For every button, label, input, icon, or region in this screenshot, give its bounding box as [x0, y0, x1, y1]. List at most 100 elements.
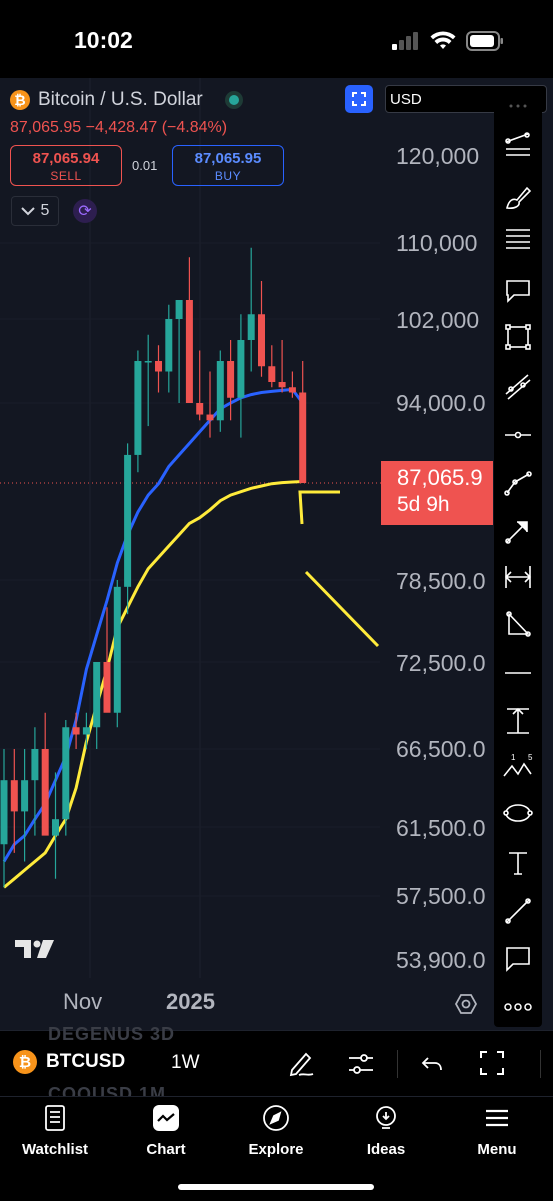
buy-button[interactable]: 87,065.95 BUY [172, 145, 284, 186]
tool-callout[interactable] [494, 271, 542, 311]
candle-body [247, 314, 255, 340]
tool-horizontal-line[interactable] [494, 653, 542, 693]
candle-body [155, 361, 162, 372]
explore-icon [263, 1105, 289, 1131]
chart-area[interactable] [0, 78, 553, 1030]
indicators-sliders-icon[interactable] [346, 1050, 376, 1078]
quote-line: 87,065.95 −4,428.47 (−4.84%) [10, 119, 227, 137]
tab-label: Menu [477, 1141, 517, 1158]
tool-ellipse[interactable] [494, 793, 542, 833]
horizontal-line-icon [505, 431, 531, 439]
candle-body [144, 361, 152, 363]
buy-label: BUY [214, 169, 242, 183]
tab-watchlist[interactable]: Watchlist [5, 1104, 105, 1158]
candle-body [227, 361, 235, 398]
triangle-icon [506, 611, 531, 637]
tradingview-logo [15, 940, 54, 958]
tool-text[interactable] [494, 843, 542, 883]
trend-line-icon [505, 132, 530, 156]
candle-body [41, 749, 49, 836]
tab-menu[interactable]: Menu [447, 1104, 547, 1158]
indicator-count: 5 [40, 202, 50, 219]
candle-body [206, 414, 214, 421]
tool-line[interactable] [494, 891, 542, 931]
spread-value: 0.01 [132, 158, 158, 173]
drag-handle-icon [509, 104, 527, 108]
chart-settings-icon[interactable] [454, 992, 478, 1016]
candle-body [288, 387, 296, 393]
arrow-icon [505, 521, 528, 544]
tab-explore[interactable]: Explore [226, 1104, 326, 1158]
symbol-selector[interactable]: ₿ BTCUSD [13, 1050, 125, 1074]
svg-text:5: 5 [528, 753, 533, 762]
y-axis-label: 61,500.0 [396, 815, 486, 841]
chart-icon [153, 1105, 179, 1131]
tool-arrow[interactable] [494, 511, 542, 551]
toolbar-divider [397, 1050, 398, 1078]
symbol-header[interactable]: ₿ Bitcoin / U.S. Dollar [10, 88, 243, 112]
candle-body [185, 300, 193, 403]
line-icon [505, 898, 531, 924]
scroll-ghost-symbol: DEGENUS 3D [48, 1024, 176, 1044]
note-icon [506, 947, 530, 972]
svg-text:1: 1 [511, 753, 516, 762]
tool-trend-lines[interactable] [494, 125, 542, 165]
ellipse-icon [503, 804, 533, 822]
undo-icon[interactable] [418, 1050, 446, 1078]
candle-body [62, 727, 70, 820]
rectangle-icon [505, 324, 531, 350]
tool-rectangle[interactable] [494, 317, 542, 357]
drawing-pen-icon[interactable] [286, 1048, 316, 1078]
tool-parallel-channel[interactable] [494, 367, 542, 407]
tool-brush[interactable] [494, 177, 542, 217]
annotation-arrow-shaft [304, 570, 380, 648]
brush-icon [506, 186, 532, 209]
fullscreen-icon[interactable] [478, 1049, 506, 1077]
candle-body [258, 314, 265, 367]
interval-selector[interactable]: 1W [171, 1052, 200, 1073]
parallel-channel-icon [505, 374, 531, 400]
tool-date-range[interactable] [494, 557, 542, 597]
candle-body [0, 780, 8, 845]
tool-note[interactable] [494, 939, 542, 979]
current-price-tag: 87,065.9 5d 9h [381, 461, 493, 525]
bitcoin-icon: ₿ [10, 90, 30, 110]
y-axis-label: 102,000 [396, 307, 480, 333]
tab-ideas[interactable]: Ideas [336, 1104, 436, 1158]
wifi-icon [430, 31, 456, 49]
tool-path[interactable] [494, 463, 542, 503]
candle-body [124, 454, 132, 587]
y-axis-label: 78,500.0 [396, 568, 486, 594]
price-range-icon [507, 707, 529, 734]
sync-icon[interactable]: ⟳ [73, 199, 97, 223]
indicators-toggle-button[interactable]: 5 [11, 196, 59, 226]
last-price: 87,065.95 [10, 119, 82, 136]
tool-fib[interactable] [494, 219, 542, 259]
sell-button[interactable]: 87,065.94 SELL [10, 145, 122, 186]
toolbar-drag-handle[interactable] [494, 95, 542, 117]
symbol-ticker: BTCUSD [46, 1051, 126, 1072]
symbol-title: Bitcoin / U.S. Dollar [38, 89, 203, 110]
candle-body [72, 727, 80, 735]
text-icon [509, 852, 527, 875]
candle-body [31, 749, 39, 781]
tab-label: Explore [248, 1141, 304, 1158]
tool-triangle[interactable] [494, 605, 542, 645]
candle-body [10, 780, 18, 812]
tab-label: Watchlist [21, 1141, 89, 1158]
fullscreen-button[interactable] [345, 85, 373, 113]
candle-body [165, 319, 173, 372]
tab-chart[interactable]: Chart [116, 1104, 216, 1158]
annotation-arrow-head [298, 490, 340, 525]
current-price: 87,065.9 [397, 465, 483, 490]
cellular-signal-icon [392, 32, 418, 50]
tool-price-range[interactable] [494, 701, 542, 741]
tool-horizontal-ray[interactable] [494, 415, 542, 455]
price-chart[interactable] [0, 78, 553, 1030]
y-axis-label: 66,500.0 [396, 736, 486, 762]
candle-body [237, 340, 245, 398]
tab-label: Chart [146, 1141, 186, 1158]
tool-more[interactable] [494, 987, 542, 1027]
